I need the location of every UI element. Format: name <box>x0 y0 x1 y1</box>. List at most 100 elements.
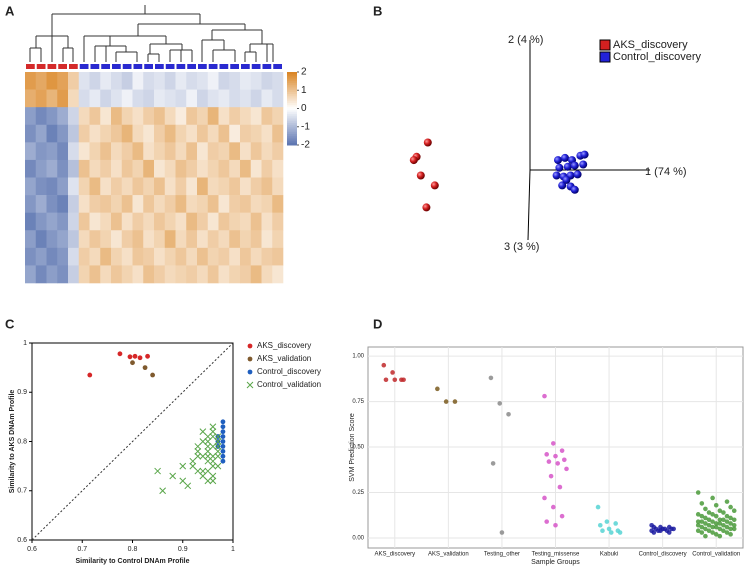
point <box>728 521 733 526</box>
heatmap-cell <box>111 212 123 231</box>
heatmap-cell <box>218 265 230 284</box>
heatmap-cell <box>78 265 90 284</box>
heatmap-cell <box>164 107 176 126</box>
heatmap-cell <box>100 247 112 266</box>
heatmap-cell <box>197 212 209 231</box>
y-tick-label: 0.7 <box>17 488 27 495</box>
heatmap-cell <box>218 142 230 161</box>
heatmap-cell <box>250 230 262 249</box>
heatmap-cell <box>154 247 166 266</box>
point <box>490 461 496 466</box>
legend-marker <box>247 369 253 375</box>
heatmap-cell <box>207 124 219 143</box>
heatmap-cell <box>240 247 252 266</box>
legend-marker <box>247 356 253 362</box>
heatmap-cell <box>250 124 262 143</box>
heatmap-cell <box>89 230 101 249</box>
heatmap-cell <box>68 107 80 126</box>
heatmap-cell <box>250 212 262 231</box>
x-tick-label: 0.7 <box>77 546 87 553</box>
point <box>564 466 569 472</box>
heatmap-cell <box>175 265 187 284</box>
heatmap-cell <box>78 177 90 196</box>
column-group <box>90 64 100 69</box>
y-tick-label: 0.00 <box>352 536 364 542</box>
heatmap-cell <box>229 142 241 161</box>
heatmap-cell <box>132 247 144 266</box>
point <box>551 441 556 446</box>
point <box>214 443 222 450</box>
point <box>703 533 708 539</box>
heatmap-cell <box>46 265 58 284</box>
heatmap-cell <box>186 247 198 266</box>
point <box>150 372 156 378</box>
column-group <box>198 64 207 69</box>
legend-marker <box>247 343 253 349</box>
colorbar-step <box>287 88 297 91</box>
heatmap-cell <box>186 177 198 196</box>
heatmap-cell <box>68 159 80 178</box>
point <box>559 513 565 519</box>
heatmap-cell <box>57 89 69 108</box>
y-tick-label: 0.50 <box>352 445 364 451</box>
heatmap-cell <box>25 142 37 161</box>
colorbar-step <box>287 73 297 77</box>
heatmap-cell <box>240 89 252 108</box>
y-tick-label: 0.9 <box>17 389 27 396</box>
point <box>209 433 217 440</box>
heatmap-cell <box>100 159 112 178</box>
colorbar-step <box>287 93 297 97</box>
heatmap-cell <box>218 230 230 249</box>
point <box>194 452 202 460</box>
point <box>724 499 730 504</box>
x-axis-label: Sample Groups <box>531 559 580 566</box>
colorbar-label: 1 <box>301 85 307 96</box>
point <box>169 472 177 480</box>
point <box>452 399 458 404</box>
heatmap-cell <box>25 159 37 178</box>
heatmap-cell <box>197 72 209 90</box>
heatmap-cell <box>175 195 187 213</box>
heatmap-cell <box>35 230 47 249</box>
heatmap-cell <box>261 159 273 178</box>
heatmap-cell <box>143 107 155 126</box>
heatmap-cell <box>78 159 90 178</box>
heatmap-cell <box>89 142 101 161</box>
heatmap-cell <box>164 89 176 108</box>
panel-label: C <box>5 316 15 331</box>
point <box>666 530 672 535</box>
point <box>710 524 715 530</box>
colorbar-step <box>287 103 297 106</box>
point <box>488 375 494 381</box>
point <box>579 160 588 169</box>
y-tick-label: 0.6 <box>17 537 27 544</box>
heatmap-cell <box>229 230 241 249</box>
colorbar-step <box>287 77 297 80</box>
heatmap-cell <box>250 195 262 213</box>
heatmap-cell <box>25 247 37 266</box>
point <box>703 515 708 521</box>
colorbar-step <box>287 123 297 126</box>
column-group <box>262 64 272 69</box>
heatmap-cell <box>121 107 133 126</box>
heatmap-cell <box>35 159 47 178</box>
point <box>600 528 605 534</box>
heatmap-cell <box>143 142 155 161</box>
point <box>220 453 226 459</box>
column-group <box>219 64 229 69</box>
colorbar-label: -2 <box>301 140 310 151</box>
heatmap-cell <box>272 247 284 266</box>
point <box>214 452 222 460</box>
heatmap-cell <box>35 177 47 196</box>
heatmap-cell <box>68 177 80 196</box>
heatmap-cell <box>197 89 209 108</box>
point <box>435 386 440 392</box>
point <box>721 522 726 528</box>
heatmap-cell <box>132 159 144 178</box>
heatmap-cell <box>240 265 252 284</box>
heatmap-cell <box>272 230 284 249</box>
heatmap-cell <box>175 212 187 231</box>
heatmap-cell <box>197 247 209 266</box>
point <box>220 419 226 425</box>
point <box>617 530 623 535</box>
